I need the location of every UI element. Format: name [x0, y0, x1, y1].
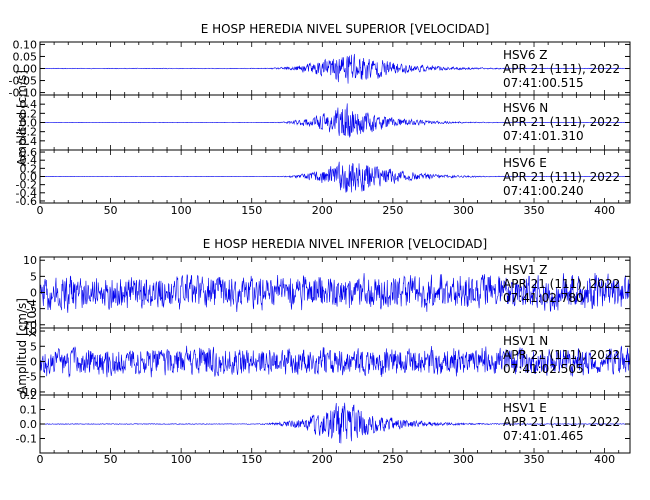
x-tick-label: 0 — [37, 204, 44, 217]
y-tick-label: 0.2 — [20, 107, 38, 120]
y-tick-label: -0.2 — [16, 179, 37, 192]
y-tick-label: 0.05 — [13, 50, 38, 63]
y-tick-label: 0.0 — [20, 171, 38, 184]
waveform-trace — [39, 53, 631, 84]
x-tick-label: 350 — [524, 204, 545, 217]
y-tick-label: 5 — [30, 270, 37, 283]
y-tick-label: 0.4 — [20, 98, 38, 111]
y-tick-label: 0.4 — [20, 154, 38, 167]
y-axis-scale-label-inferior: x 10-4 — [25, 299, 39, 337]
y-tick-label: 0.1 — [20, 404, 38, 417]
x-tick-label: 400 — [594, 453, 615, 466]
station-component-label: HSV6 E — [503, 156, 547, 170]
y-tick-label: -0.1 — [16, 433, 37, 446]
x-tick-label: 0 — [37, 453, 44, 466]
waveform-trace — [39, 345, 631, 378]
station-component-label: HSV1 Z — [503, 263, 548, 277]
waveform-trace — [39, 161, 631, 193]
date-label: APR 21 (111), 2022 — [503, 62, 620, 76]
y-tick-label: 0.0 — [20, 418, 38, 431]
time-label: 07:41:02.505 — [503, 362, 584, 376]
station-component-label: HSV1 N — [503, 334, 548, 348]
y-tick-label: -0.4 — [16, 187, 37, 200]
y-tick-label: 0.6 — [20, 146, 38, 159]
chart-title-superior: E HOSP HEREDIA NIVEL SUPERIOR [VELOCIDAD… — [201, 22, 490, 36]
y-tick-label: -10 — [19, 386, 37, 399]
x-tick-label: 300 — [453, 204, 474, 217]
x-tick-label: 250 — [382, 453, 403, 466]
x-tick-label: 150 — [241, 453, 262, 466]
y-axis-label-superior: Amplitud [cm/s] — [15, 70, 29, 166]
x-tick-label: 150 — [241, 204, 262, 217]
date-label: APR 21 (111), 2022 — [503, 415, 620, 429]
x-tick-label: 200 — [312, 204, 333, 217]
y-tick-label: 0 — [30, 356, 37, 369]
x-tick-label: 100 — [171, 204, 192, 217]
y-tick-label: 10 — [23, 254, 37, 267]
y-tick-label: 0.2 — [20, 162, 38, 175]
x-tick-label: 250 — [382, 204, 403, 217]
y-tick-label: 5 — [30, 340, 37, 353]
x-tick-label: 200 — [312, 453, 333, 466]
station-component-label: HSV6 N — [503, 101, 548, 115]
y-tick-label: 0 — [30, 287, 37, 300]
y-axis-label-inferior: Amplitud [cm/s] — [15, 298, 29, 394]
y-tick-label: 0.10 — [13, 38, 38, 51]
y-tick-label: -0.10 — [9, 87, 37, 100]
station-component-label: HSV1 E — [503, 401, 547, 415]
y-tick-label: -0.4 — [16, 135, 37, 148]
x-tick-label: 400 — [594, 204, 615, 217]
x-tick-label: 300 — [453, 453, 474, 466]
y-tick-label: -10 — [19, 319, 37, 332]
date-label: APR 21 (111), 2022 — [503, 348, 620, 362]
time-label: 07:41:01.310 — [503, 129, 584, 143]
x-tick-label: 50 — [104, 204, 118, 217]
y-tick-label: -0.6 — [16, 195, 37, 208]
time-label: 07:41:02.780 — [503, 291, 584, 305]
x-tick-label: 100 — [171, 453, 192, 466]
waveform-trace — [39, 273, 631, 313]
y-tick-label: 0.00 — [13, 63, 38, 76]
x-tick-label: 50 — [104, 453, 118, 466]
date-label: APR 21 (111), 2022 — [503, 170, 620, 184]
date-label: APR 21 (111), 2022 — [503, 115, 620, 129]
chart-title-inferior: E HOSP HEREDIA NIVEL INFERIOR [VELOCIDAD… — [203, 237, 487, 251]
y-tick-label: 10 — [23, 325, 37, 338]
waveform-trace — [39, 402, 631, 444]
y-tick-label: -0.05 — [9, 75, 37, 88]
date-label: APR 21 (111), 2022 — [503, 277, 620, 291]
station-component-label: HSV6 Z — [503, 48, 548, 62]
x-tick-label: 350 — [524, 453, 545, 466]
time-label: 07:41:00.240 — [503, 184, 584, 198]
y-tick-label: 0.2 — [20, 389, 38, 402]
y-tick-label: -5 — [26, 371, 37, 384]
time-label: 07:41:00.515 — [503, 76, 584, 90]
y-tick-label: -5 — [26, 303, 37, 316]
waveform-trace — [39, 103, 631, 138]
y-tick-label: -0.2 — [16, 126, 37, 139]
y-tick-label: 0.0 — [20, 117, 38, 130]
time-label: 07:41:01.465 — [503, 429, 584, 443]
